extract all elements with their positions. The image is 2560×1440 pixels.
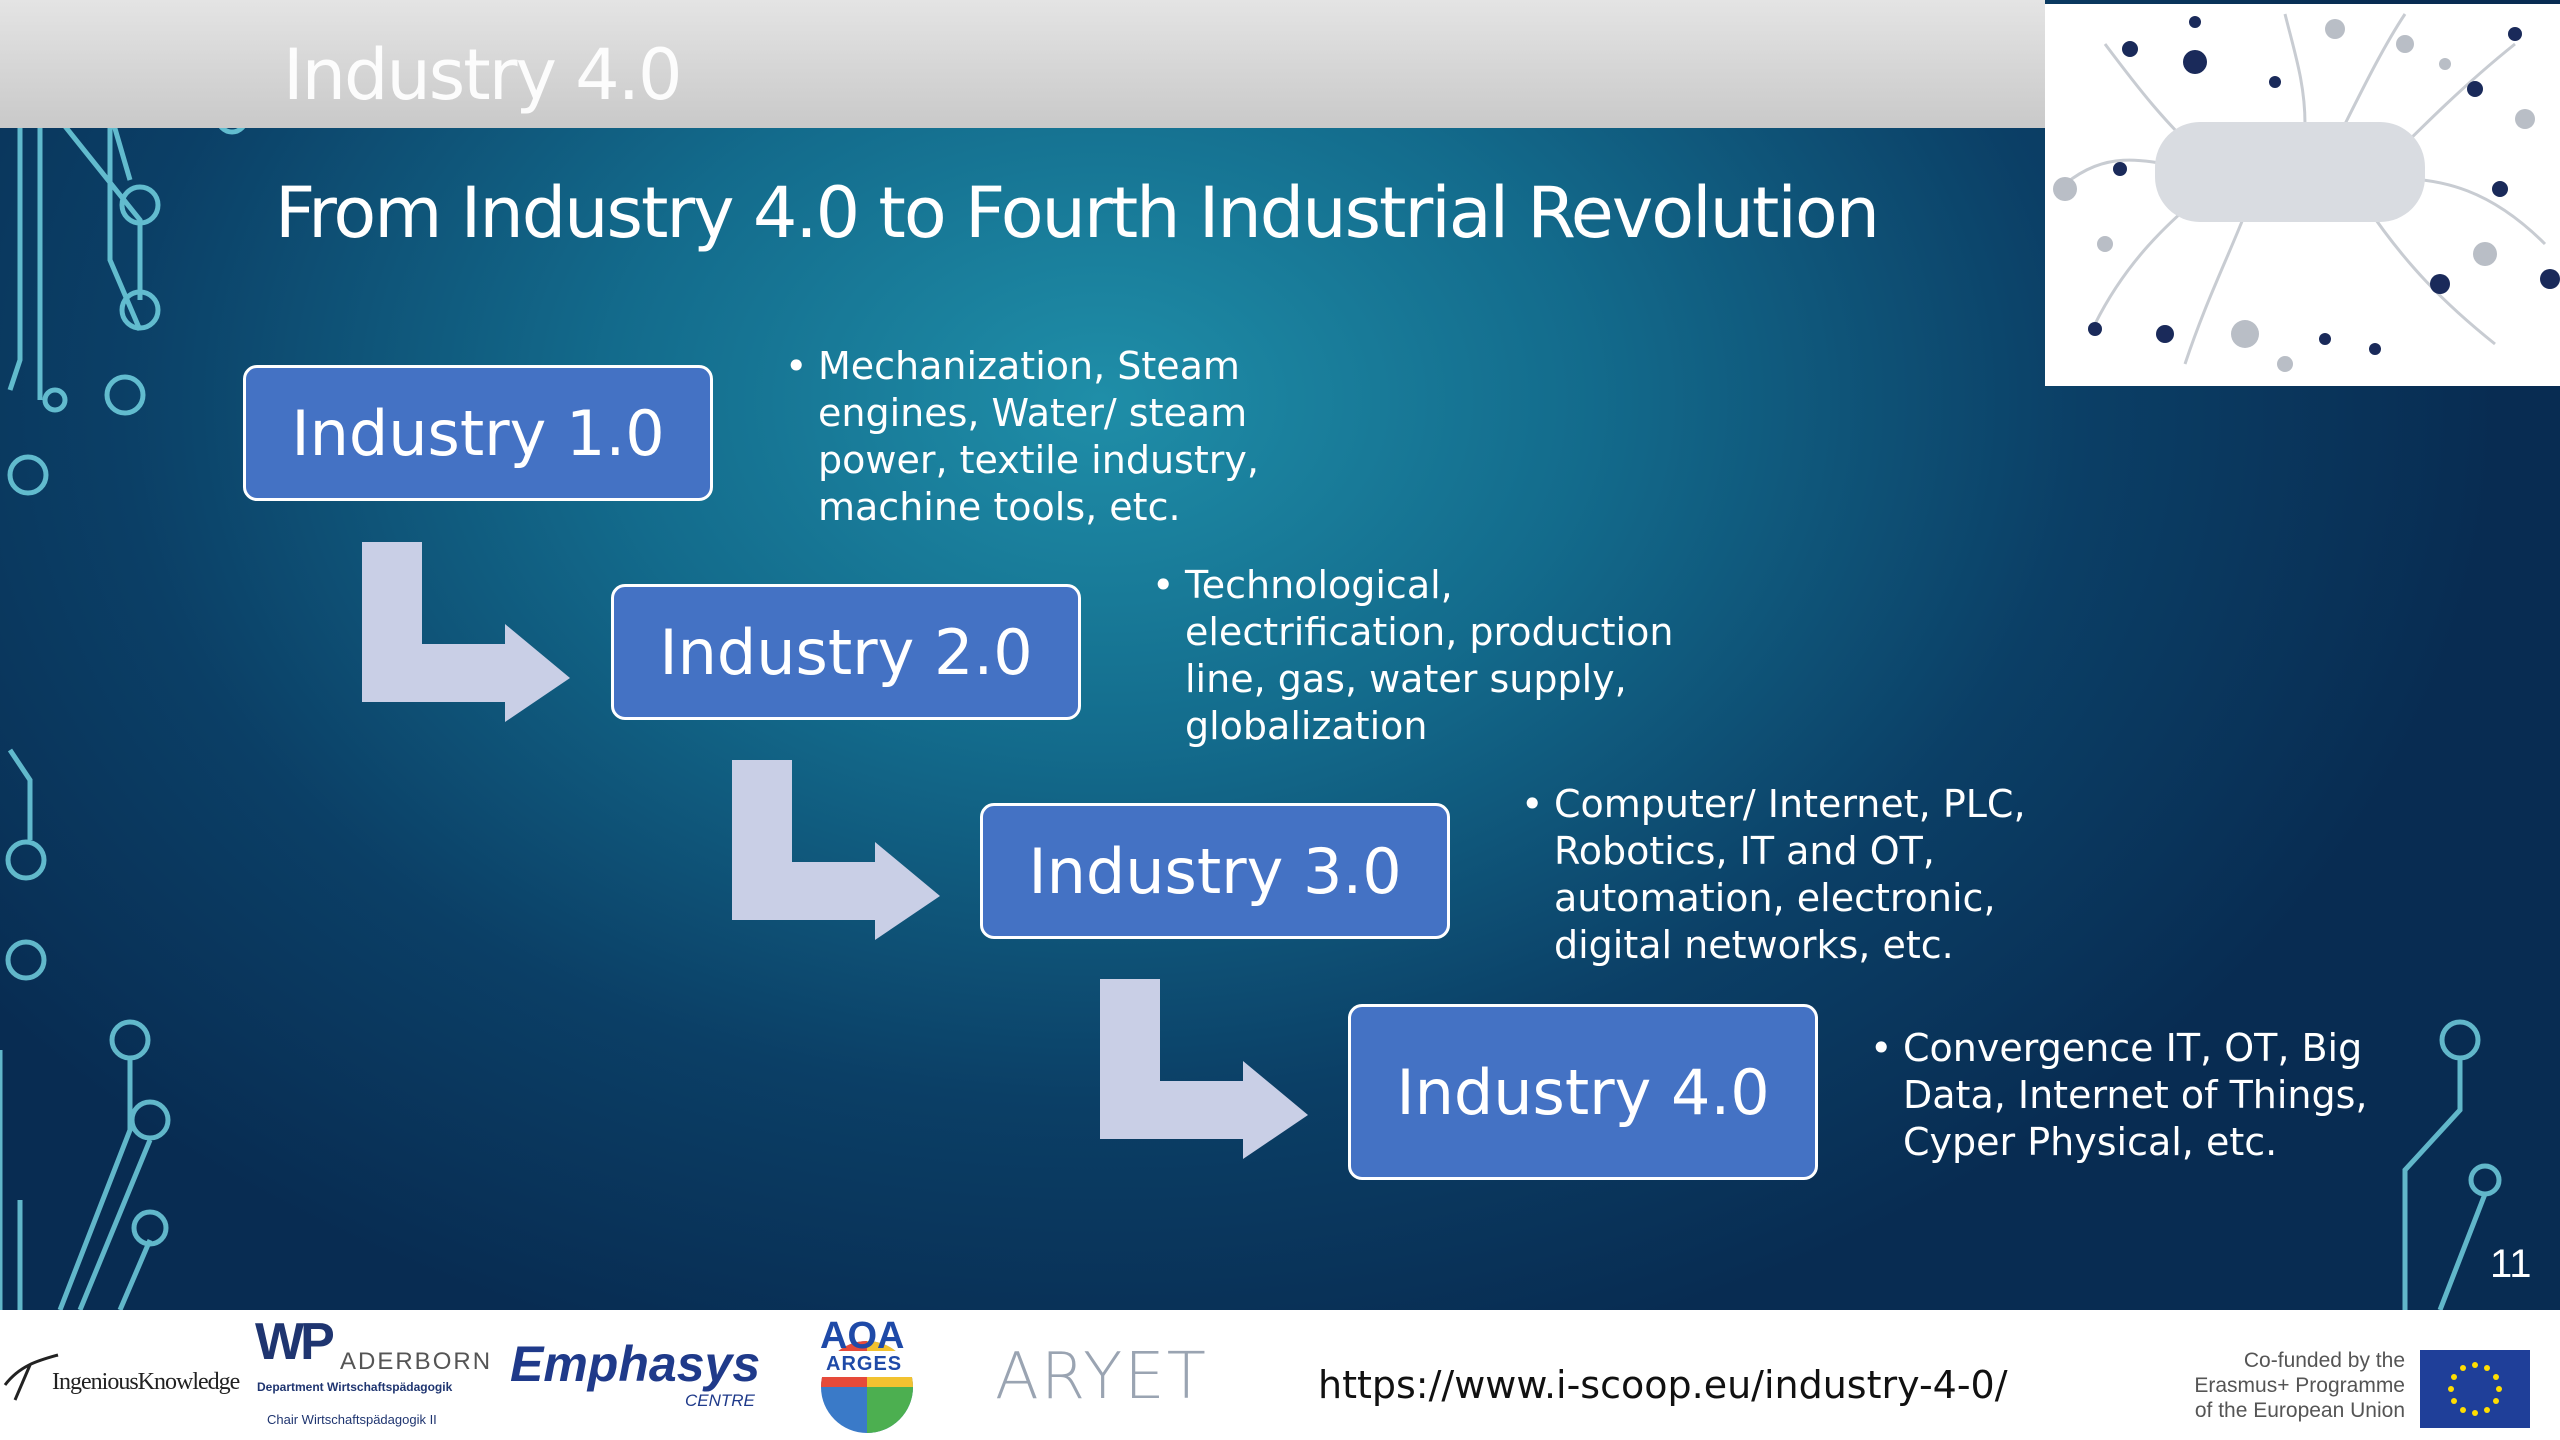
emphasys-logo-text: Emphasys	[510, 1336, 761, 1392]
ingenious-swoosh-icon	[3, 1353, 59, 1401]
erasmus-line-3: of the European Union	[2194, 1399, 2405, 1422]
erasmus-cofunded-text: Co-funded by the Erasmus+ Programme of t…	[2160, 1348, 2405, 1423]
stage-box-industry-4: Industry 4.0	[1348, 1004, 1818, 1180]
ingenious-logo-text: IngeniousKnowledge	[52, 1369, 240, 1395]
bent-arrow-3-to-4	[1100, 979, 1308, 1159]
stage-description-text: Technological, electrification, producti…	[1185, 563, 1674, 748]
aoa-arges-logo: AOA ARGES	[812, 1315, 922, 1435]
page-number: 11	[2490, 1242, 2532, 1286]
bullet-icon: •	[1521, 782, 1544, 826]
erasmus-line-2: Erasmus+ Programme	[2194, 1374, 2405, 1397]
emphasys-logo: Emphasys CENTRE	[510, 1335, 770, 1415]
ingenious-knowledge-logo: IngeniousKnowledge	[0, 1345, 245, 1405]
footer-logo-bar	[0, 1310, 2560, 1440]
stage-description-2: • Technological, electrification, produc…	[1152, 562, 1705, 750]
aryet-logo-text: ARYET	[995, 1340, 1208, 1414]
deck-title: Industry 4.0	[283, 34, 683, 116]
stage-description-3: • Computer/ Internet, PLC, Robotics, IT …	[1521, 781, 2074, 969]
wp-chair-text: Chair Wirtschaftspädagogik II	[267, 1412, 437, 1427]
slide-heading: From Industry 4.0 to Fourth Industrial R…	[275, 172, 1880, 254]
aryet-logo: ARYET	[995, 1340, 1208, 1414]
bullet-icon: •	[1152, 563, 1175, 607]
circuit-decoration-left	[0, 0, 249, 1310]
erasmus-line-1: Co-funded by the	[2243, 1349, 2405, 1372]
wp-department-text: Department Wirtschaftspädagogik	[257, 1380, 453, 1394]
source-url-link[interactable]: https://www.i-scoop.eu/industry-4-0/	[1318, 1363, 2008, 1407]
arges-text: ARGES	[826, 1353, 903, 1375]
stage-description-text: Computer/ Internet, PLC, Robotics, IT an…	[1554, 782, 2026, 967]
stage-description-4: • Convergence IT, OT, Big Data, Internet…	[1870, 1025, 2423, 1166]
emphasys-centre-text: CENTRE	[685, 1391, 755, 1410]
wp-logo-mark: WP	[255, 1313, 335, 1371]
stage-description-text: Mechanization, Steam engines, Water/ ste…	[818, 344, 1259, 529]
title-band	[0, 0, 2045, 128]
bent-arrow-1-to-2	[362, 542, 570, 722]
bullet-icon: •	[785, 344, 808, 388]
stage-box-industry-3: Industry 3.0	[980, 803, 1450, 939]
stage-description-text: Convergence IT, OT, Big Data, Internet o…	[1903, 1026, 2368, 1164]
data-tree-illustration	[2045, 4, 2560, 386]
stage-box-industry-1: Industry 1.0	[243, 365, 713, 501]
bullet-icon: •	[1870, 1026, 1893, 1070]
aoa-emblem-icon	[817, 1341, 917, 1433]
bent-arrow-2-to-3	[732, 760, 940, 940]
aoa-logo-text: AOA	[820, 1315, 905, 1357]
eu-flag-icon	[2420, 1350, 2530, 1428]
paderborn-text: ADERBORN	[340, 1348, 493, 1375]
wp-paderborn-logo: WP ADERBORN Department Wirtschaftspädago…	[255, 1312, 490, 1432]
stage-description-1: • Mechanization, Steam engines, Water/ s…	[785, 343, 1288, 531]
circuit-decoration-right	[2402, 1019, 2502, 1310]
stage-box-industry-2: Industry 2.0	[611, 584, 1081, 720]
